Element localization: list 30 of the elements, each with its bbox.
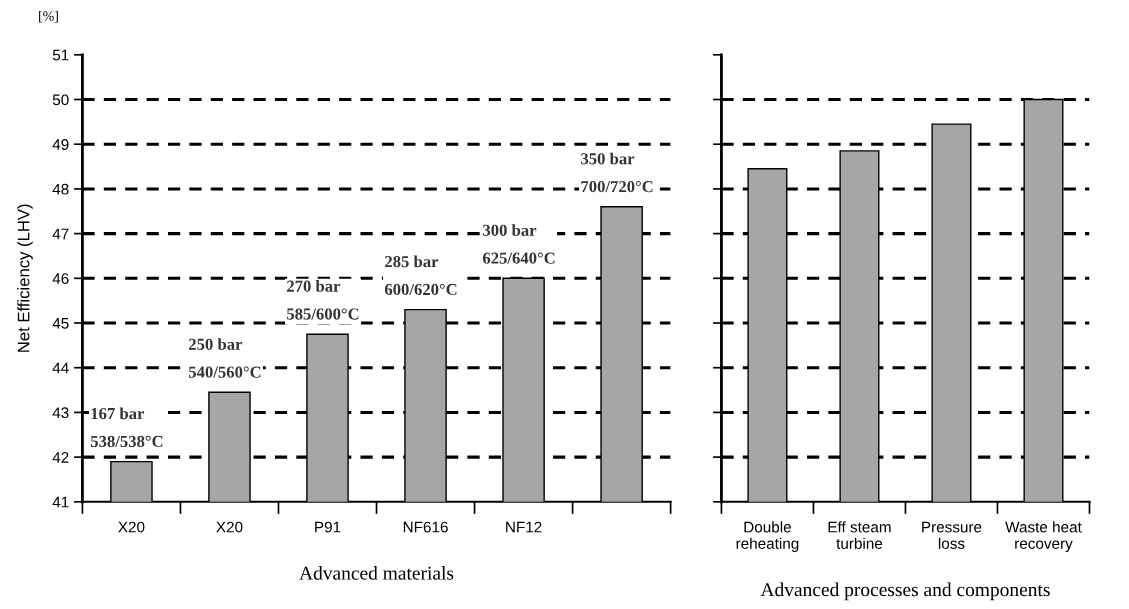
y-tick-label: 44: [52, 362, 69, 374]
x-tick-label: P91: [315, 521, 341, 533]
annotation: 300 bar 625/640°C: [482, 224, 555, 264]
y-tick-label: 43: [52, 407, 69, 419]
y-tick-label: 41: [52, 496, 69, 508]
text: [%]: [39, 10, 58, 23]
x-axis-title: Advanced processes and components: [760, 582, 1050, 601]
annotation: 270 bar 585/600°C: [287, 280, 359, 320]
annotation: 285 bar 600/620°C: [384, 255, 457, 296]
y-axis-title: Net Efficiency (LHV): [17, 204, 33, 352]
y-tick-label: 50: [52, 94, 69, 106]
y-tick-label: 45: [52, 318, 69, 329]
x-tick-label: Eff steam turbine: [828, 521, 891, 549]
y-tick-label: 47: [52, 228, 69, 240]
annotation: 350 bar 700/720°C: [581, 152, 653, 193]
x-tick-label: Waste heat recovery: [1005, 521, 1082, 552]
y-tick-label: 48: [52, 183, 69, 195]
y-tick-label: 42: [52, 451, 69, 463]
x-axis-title: Advanced materials: [299, 566, 454, 580]
annotation: 167 bar 538/538°C: [90, 407, 163, 448]
y-tick-label: 51: [52, 49, 69, 61]
x-tick-label: NF616: [403, 521, 448, 533]
y-tick-label: 49: [52, 139, 69, 150]
x-tick-label: X20: [216, 521, 243, 533]
x-tick-label: NF12: [506, 521, 542, 533]
y-tick-label: 46: [52, 273, 69, 284]
annotation: 250 bar 540/560°C: [188, 338, 261, 378]
x-tick-label: Double reheating: [736, 521, 799, 552]
x-tick-label: X20: [118, 521, 145, 533]
x-tick-label: Pressure loss: [922, 521, 982, 549]
